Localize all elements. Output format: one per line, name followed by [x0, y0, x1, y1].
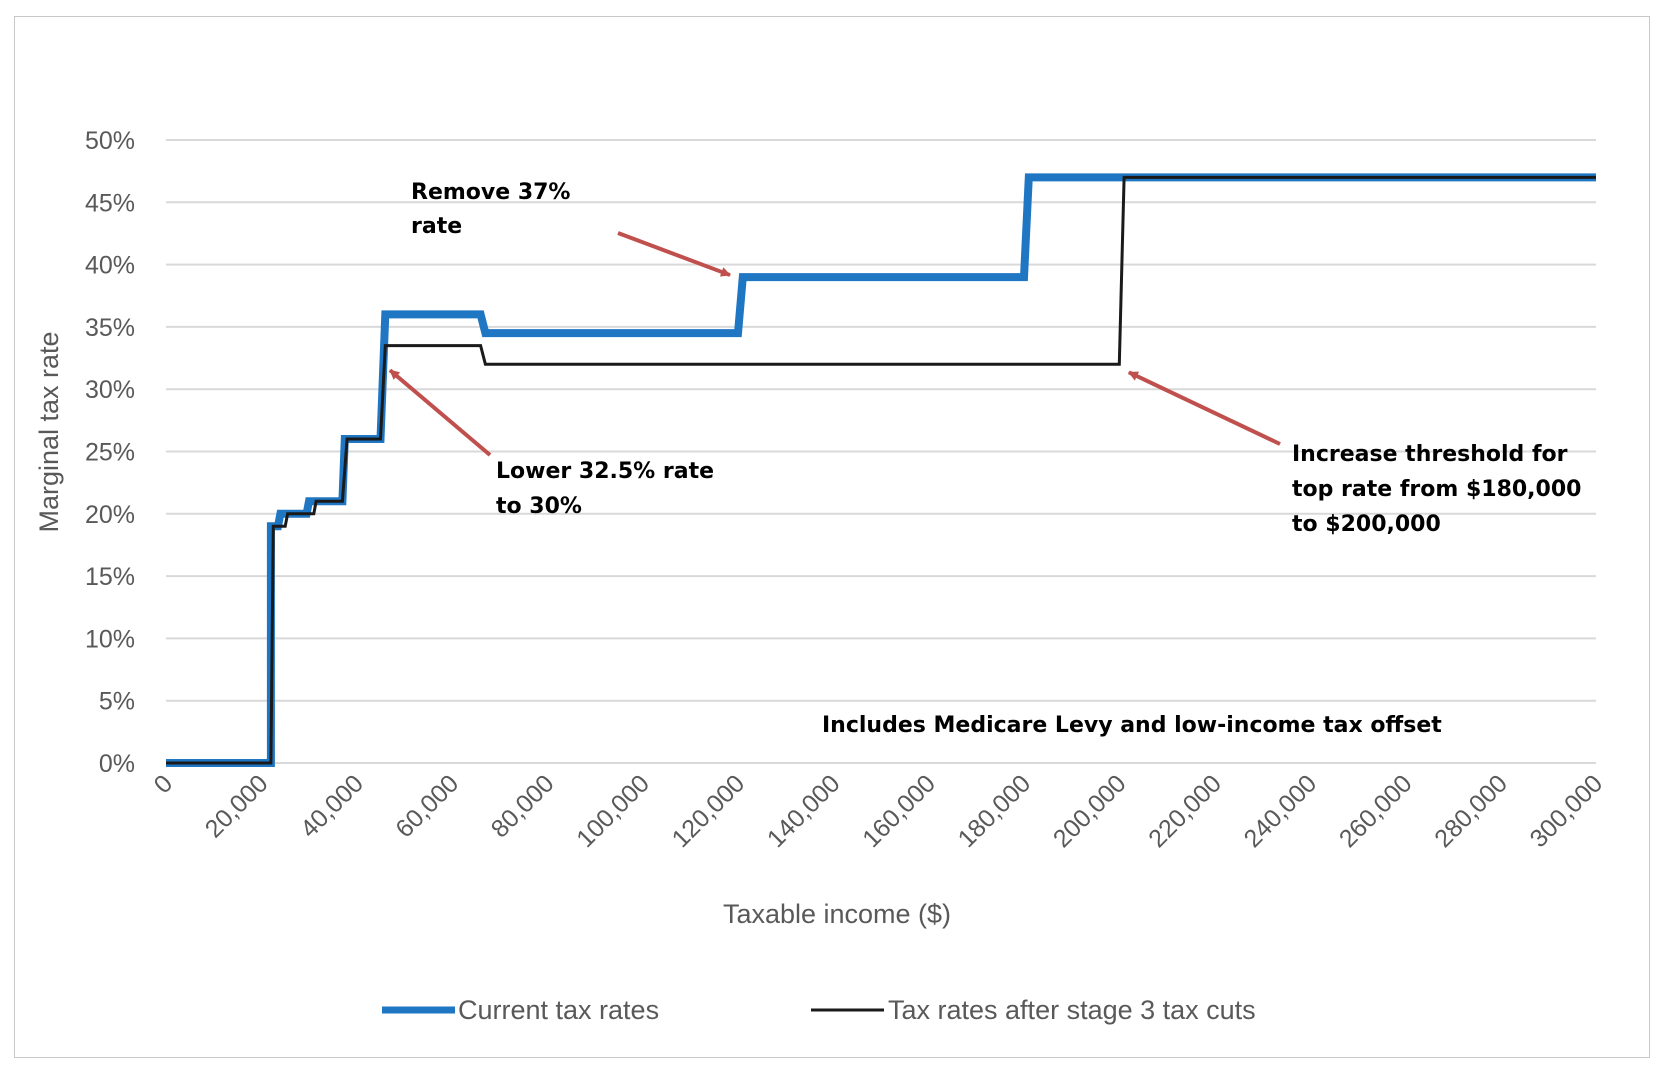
y-axis-title: Marginal tax rate	[34, 331, 64, 532]
annotation-remove-37: Remove 37% rate	[411, 180, 570, 239]
series-line-stage3	[166, 175, 1596, 765]
arrow-lower-325	[388, 368, 492, 457]
y-tick-label: 45%	[85, 189, 135, 217]
gridlines	[166, 139, 1596, 764]
y-tick-label: 0%	[99, 750, 135, 778]
legend: Current tax rates Tax rates after stage …	[382, 995, 1256, 1025]
annotation-arrows	[388, 231, 1281, 457]
arrow-remove-37	[617, 231, 731, 277]
y-axis-ticks: 0% 5% 10% 15% 20% 25% 30% 35% 40% 45% 50%	[85, 127, 135, 778]
x-tick-label: 220,000	[1143, 769, 1227, 853]
series-lines	[166, 173, 1596, 767]
x-tick-label: 120,000	[667, 769, 751, 853]
y-tick-label: 20%	[85, 501, 135, 529]
annotation-lower-325: Lower 32.5% rate to 30%	[496, 459, 714, 519]
y-tick-label: 40%	[85, 252, 135, 280]
y-tick-label: 25%	[85, 439, 135, 467]
x-tick-label: 200,000	[1048, 769, 1132, 853]
legend-label-stage3: Tax rates after stage 3 tax cuts	[888, 995, 1256, 1025]
x-tick-label: 20,000	[200, 769, 274, 843]
annotation-increase-threshold: Increase threshold for top rate from $180…	[1292, 442, 1581, 537]
y-tick-label: 35%	[85, 314, 135, 342]
x-tick-label: 40,000	[295, 769, 369, 843]
x-tick-label: 240,000	[1239, 769, 1323, 853]
y-tick-label: 30%	[85, 376, 135, 404]
y-tick-label: 15%	[85, 563, 135, 591]
y-tick-label: 5%	[99, 688, 135, 716]
x-axis-title: Taxable income ($)	[723, 899, 951, 929]
annotations: Remove 37% rate Lower 32.5% rate to 30% Incr…	[411, 180, 1581, 738]
x-tick-label: 160,000	[857, 769, 941, 853]
y-tick-label: 10%	[85, 625, 135, 653]
x-tick-label: 140,000	[762, 769, 846, 853]
annotation-medicare-note: Includes Medicare Levy and low-income ta…	[822, 713, 1442, 738]
x-tick-label: 280,000	[1429, 769, 1513, 853]
x-tick-label: 80,000	[486, 769, 560, 843]
x-tick-label: 0	[149, 769, 179, 799]
x-axis-ticks: 0 20,000 40,000 60,000 80,000 100,000 120,000 1…	[149, 769, 1609, 853]
x-tick-label: 100,000	[571, 769, 655, 853]
x-tick-label: 260,000	[1334, 769, 1418, 853]
arrow-increase-threshold	[1127, 370, 1281, 446]
chart-frame	[14, 16, 1650, 1058]
legend-label-current: Current tax rates	[458, 995, 659, 1025]
x-tick-label: 60,000	[390, 769, 464, 843]
x-tick-label: 180,000	[953, 769, 1037, 853]
x-tick-label: 300,000	[1525, 769, 1609, 853]
y-tick-label: 50%	[85, 127, 135, 155]
